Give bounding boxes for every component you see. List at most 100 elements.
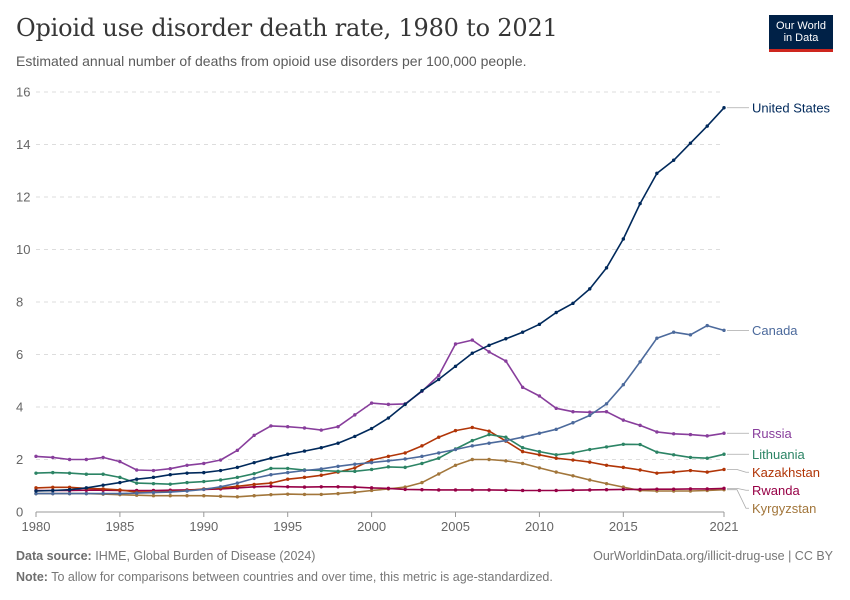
data-point-kazakhstan-2017	[655, 471, 659, 475]
data-point-russia-1980	[34, 454, 38, 459]
source-url-link[interactable]: OurWorldinData.org/illicit-drug-use | CC…	[593, 549, 833, 563]
data-source-text[interactable]: IHME, Global Burden of Disease (2024)	[95, 549, 316, 563]
data-point-lithuania-2006	[470, 438, 474, 443]
data-point-russia-2020	[705, 434, 709, 438]
data-point-kazakhstan-2015	[621, 465, 626, 470]
data-point-lithuania-1999	[353, 469, 357, 474]
data-point-russia-2009	[520, 385, 525, 390]
data-point-united-states-1989	[185, 471, 189, 475]
chart-title: Opioid use disorder death rate, 1980 to …	[16, 14, 558, 42]
data-point-canada-1981	[51, 491, 55, 496]
data-point-lithuania-1991	[218, 478, 223, 482]
data-point-canada-2021	[722, 328, 726, 333]
data-point-lithuania-1983	[84, 472, 89, 476]
data-point-lithuania-2015	[621, 442, 626, 446]
data-point-kazakhstan-2020	[705, 470, 709, 474]
data-point-kyrgyzstan-1987	[151, 494, 156, 498]
data-point-united-states-1986	[134, 477, 139, 481]
y-axis: 0 2 4 6 8 10 12 14 16	[16, 85, 30, 520]
footer-note: Note: To allow for comparisons between c…	[16, 570, 553, 584]
data-point-kyrgyzstan-2008	[504, 459, 508, 463]
data-point-canada-2000	[369, 460, 374, 465]
data-point-united-states-1993	[252, 460, 256, 465]
data-point-kyrgyzstan-2002	[403, 485, 407, 489]
data-point-united-states-2018	[671, 158, 676, 162]
data-point-russia-2007	[487, 350, 491, 354]
data-point-canada-2009	[520, 435, 525, 439]
data-point-russia-1991	[218, 458, 223, 462]
data-point-kyrgyzstan-2009	[520, 461, 525, 466]
data-point-canada-2001	[386, 459, 391, 463]
data-point-russia-2004	[437, 373, 441, 378]
data-point-canada-1995	[286, 470, 290, 475]
data-point-kazakhstan-1993	[252, 482, 256, 487]
y-tick-label-14: 14	[16, 137, 30, 152]
data-point-russia-1993	[252, 433, 256, 438]
data-point-rwanda-1994	[269, 484, 273, 488]
data-point-lithuania-2016	[638, 442, 642, 447]
data-point-canada-1980	[34, 491, 38, 496]
data-point-lithuania-2000	[369, 467, 374, 472]
series-line-russia	[35, 339, 725, 472]
data-point-rwanda-2010	[537, 488, 542, 493]
series-label-kyrgyzstan: Kyrgyzstan	[752, 501, 816, 516]
leader-line-rwanda	[727, 487, 749, 491]
data-point-united-states-2012	[571, 301, 575, 306]
series-russia	[34, 338, 726, 473]
data-point-united-states-2014	[604, 266, 609, 270]
data-point-kyrgyzstan-1993	[252, 494, 256, 498]
data-point-kyrgyzstan-2015	[621, 485, 626, 489]
data-point-united-states-1992	[235, 465, 240, 470]
data-point-kazakhstan-2004	[437, 435, 441, 439]
data-point-kyrgyzstan-2013	[588, 478, 592, 482]
data-point-lithuania-2004	[437, 456, 441, 460]
data-point-canada-1993	[252, 476, 256, 481]
data-point-lithuania-2010	[537, 449, 542, 454]
data-point-lithuania-1990	[202, 479, 206, 484]
data-point-rwanda-2003	[420, 487, 424, 492]
data-point-kazakhstan-2002	[403, 451, 407, 455]
data-point-rwanda-2011	[554, 488, 558, 493]
data-point-lithuania-2021	[722, 452, 726, 456]
data-point-united-states-2008	[504, 337, 508, 341]
data-point-united-states-2003	[420, 389, 424, 393]
data-point-russia-1997	[319, 428, 323, 432]
data-point-united-states-1983	[84, 486, 89, 490]
data-point-russia-2013	[588, 410, 592, 414]
series-label-lithuania: Lithuania	[752, 447, 806, 462]
data-point-rwanda-2005	[453, 488, 458, 492]
data-point-russia-1987	[151, 468, 156, 473]
data-point-kazakhstan-1982	[67, 485, 72, 490]
y-tick-label-0: 0	[16, 505, 23, 520]
data-point-russia-1988	[168, 466, 172, 471]
data-point-russia-1981	[51, 455, 55, 460]
data-point-united-states-1984	[101, 483, 105, 487]
data-point-united-states-1996	[302, 449, 307, 453]
data-point-rwanda-2002	[403, 487, 407, 492]
data-point-kyrgyzstan-2003	[420, 480, 424, 485]
data-point-russia-2014	[604, 410, 609, 414]
owid-logo[interactable]: Our World in Data	[769, 15, 833, 52]
series-label-kazakhstan: Kazakhstan	[752, 465, 820, 480]
data-point-russia-1984	[101, 455, 105, 460]
data-point-lithuania-1984	[101, 472, 105, 476]
series-line-canada	[36, 324, 725, 495]
data-point-canada-2006	[470, 444, 474, 448]
data-point-russia-2001	[386, 402, 391, 407]
series-canada	[34, 323, 726, 496]
data-point-kazakhstan-1980	[34, 486, 38, 490]
data-point-united-states-2009	[520, 330, 525, 334]
data-point-canada-1998	[336, 464, 340, 469]
data-point-rwanda-2007	[487, 488, 491, 492]
x-tick-label-1990: 1990	[189, 519, 218, 534]
data-point-kyrgyzstan-1991	[218, 494, 223, 498]
data-point-rwanda-2006	[470, 488, 474, 492]
series-lithuania	[34, 432, 726, 486]
data-point-russia-2021	[722, 431, 726, 435]
data-point-russia-2012	[571, 410, 575, 414]
data-point-canada-1983	[84, 491, 89, 496]
data-point-united-states-1991	[218, 468, 223, 473]
data-point-kyrgyzstan-2010	[537, 466, 542, 470]
data-point-united-states-1980	[34, 489, 38, 493]
data-source: Data source: IHME, Global Burden of Dise…	[16, 549, 315, 563]
